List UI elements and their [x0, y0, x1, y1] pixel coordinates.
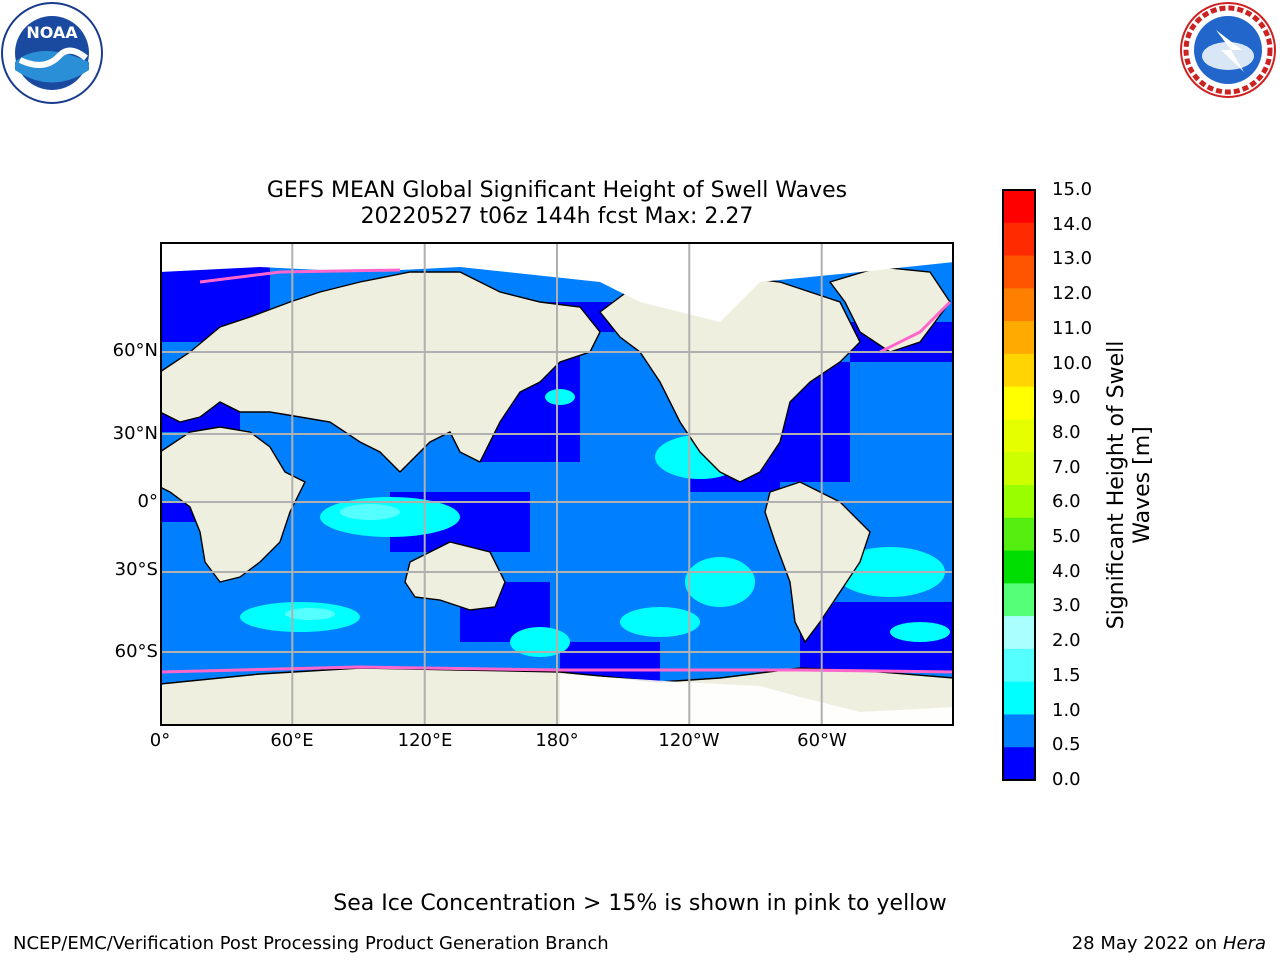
colorbar-tick-label: 2.0 [1052, 630, 1081, 652]
sea-ice-footnote: Sea Ice Concentration > 15% is shown in … [333, 891, 947, 916]
colorbar-swatch [1003, 517, 1035, 552]
colorbar-tick-label: 4.0 [1052, 560, 1081, 582]
noaa-logo: NOAA [1, 2, 103, 104]
colorbar-swatch [1003, 288, 1035, 322]
colorbar-label-line2: Waves [m] [1130, 426, 1155, 544]
colorbar-tick-label: 8.0 [1052, 421, 1081, 443]
colorbar-swatch [1003, 714, 1035, 748]
lat-label-equator: 0° [137, 491, 158, 512]
colorbar-swatch [1003, 222, 1035, 257]
colorbar-tick-label: 1.0 [1052, 699, 1081, 721]
date-text: 28 May 2022 on Hera [1072, 933, 1266, 954]
swell-height-map [160, 242, 954, 726]
colorbar-swatch [1003, 648, 1035, 683]
colorbar-swatch [1003, 321, 1035, 355]
colorbar-tick-label: 5.0 [1052, 526, 1081, 548]
lon-label-0: 0° [149, 730, 171, 751]
colorbar-tick-label: 13.0 [1052, 248, 1093, 270]
colorbar-swatch [1003, 353, 1035, 388]
colorbar-tick-label: 10.0 [1052, 352, 1093, 374]
colorbar-tick-label: 3.0 [1052, 595, 1081, 617]
sea-ice [160, 242, 954, 726]
colorbar-label: Significant Height of Swell Waves [m] [1104, 341, 1156, 630]
colorbar-swatch [1003, 452, 1035, 486]
colorbar-swatch [1003, 485, 1035, 519]
colorbar-tick-label: 9.0 [1052, 387, 1081, 409]
machine-name: Hera [1222, 933, 1266, 954]
colorbar-swatch [1003, 386, 1035, 420]
colorbar-swatch [1003, 550, 1035, 584]
swell-band-1.5-2 [285, 504, 400, 620]
colorbar-swatch [1003, 583, 1035, 617]
colorbar [1002, 189, 1036, 781]
map-frame [160, 242, 954, 726]
colorbar-swatch [1003, 616, 1035, 650]
lat-label-60n: 60°N [112, 340, 158, 361]
colorbar-swatch [1003, 190, 1035, 224]
lat-label-30n: 30°N [112, 423, 158, 444]
lon-label-180: 180° [535, 730, 579, 751]
colorbar-tick-label: 12.0 [1052, 283, 1093, 305]
colorbar-tick-label: 14.0 [1052, 213, 1093, 235]
colorbar-tick-label: 1.5 [1052, 664, 1081, 686]
date-value: 28 May 2022 on [1071, 933, 1218, 954]
sea-ice-edge [160, 268, 954, 674]
colorbar-tick-label: 15.0 [1052, 179, 1093, 200]
colorbar-tick-label: 0.0 [1052, 769, 1081, 790]
colorbar-swatch [1003, 255, 1035, 289]
colorbar-swatch [1003, 747, 1035, 781]
lon-label-120w: 120°W [658, 730, 720, 751]
colorbar-label-line1: Significant Height of Swell [1104, 340, 1129, 630]
colorbar-frame [1002, 189, 1036, 781]
chart-title: GEFS MEAN Global Significant Height of S… [266, 178, 848, 203]
lat-label-60s: 60°S [114, 641, 158, 662]
colorbar-tick-label: 6.0 [1052, 491, 1081, 513]
chart-subtitle: 20220527 t06z 144h fcst Max: 2.27 [360, 204, 754, 229]
noaa-logo-text: NOAA [26, 23, 78, 42]
colorbar-tick-label: 11.0 [1052, 317, 1093, 339]
colorbar-swatch [1003, 419, 1035, 453]
nws-logo [1180, 2, 1276, 98]
lon-label-60w: 60°W [797, 730, 847, 751]
colorbar-tick-label: 7.0 [1052, 456, 1081, 478]
lon-label-120e: 120°E [397, 730, 453, 751]
lat-label-30s: 30°S [114, 559, 158, 580]
lon-label-60e: 60°E [270, 730, 314, 751]
credit-text: NCEP/EMC/Verification Post Processing Pr… [13, 933, 609, 954]
colorbar-swatch [1003, 681, 1035, 715]
colorbar-tick-label: 0.5 [1052, 734, 1081, 756]
graticule [160, 242, 954, 726]
